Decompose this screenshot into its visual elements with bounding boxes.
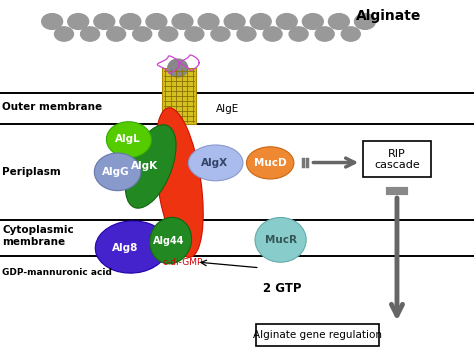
Circle shape	[211, 27, 230, 41]
Circle shape	[289, 27, 308, 41]
Ellipse shape	[150, 217, 191, 264]
Ellipse shape	[95, 221, 168, 273]
FancyBboxPatch shape	[363, 141, 431, 177]
Ellipse shape	[255, 218, 306, 262]
Text: c-di-GMP: c-di-GMP	[162, 257, 203, 267]
Circle shape	[328, 14, 349, 29]
Circle shape	[133, 27, 152, 41]
Text: AlgK: AlgK	[131, 161, 158, 171]
Circle shape	[107, 27, 126, 41]
Circle shape	[55, 27, 73, 41]
Circle shape	[341, 27, 360, 41]
Text: GDP-mannuronic acid: GDP-mannuronic acid	[2, 268, 112, 277]
Text: Alg8: Alg8	[112, 243, 139, 253]
Text: Alg44: Alg44	[153, 236, 184, 246]
Circle shape	[42, 14, 63, 29]
Text: 2 GTP: 2 GTP	[263, 282, 301, 295]
Text: Outer membrane: Outer membrane	[2, 102, 102, 112]
Text: Alginate: Alginate	[356, 9, 421, 23]
Text: RIP
cascade: RIP cascade	[374, 149, 420, 170]
Circle shape	[81, 27, 100, 41]
Ellipse shape	[94, 153, 141, 190]
FancyBboxPatch shape	[256, 324, 379, 346]
Text: AlgG: AlgG	[102, 167, 129, 177]
Circle shape	[263, 27, 282, 41]
Circle shape	[302, 14, 323, 29]
Text: MucD: MucD	[254, 158, 286, 168]
Text: AlgE: AlgE	[216, 104, 239, 114]
Text: AlgL: AlgL	[115, 134, 141, 144]
Circle shape	[237, 27, 256, 41]
Circle shape	[185, 27, 204, 41]
Text: Periplasm: Periplasm	[2, 167, 61, 177]
Ellipse shape	[168, 59, 188, 77]
Text: Alginate gene regulation: Alginate gene regulation	[253, 330, 382, 340]
Circle shape	[250, 14, 271, 29]
Circle shape	[159, 27, 178, 41]
Ellipse shape	[246, 147, 294, 179]
Circle shape	[172, 14, 193, 29]
Circle shape	[315, 27, 334, 41]
Text: AlgX: AlgX	[201, 158, 228, 168]
Ellipse shape	[155, 108, 203, 257]
Text: Cytoplasmic
membrane: Cytoplasmic membrane	[2, 226, 74, 247]
Circle shape	[68, 14, 89, 29]
Circle shape	[276, 14, 297, 29]
Circle shape	[146, 14, 167, 29]
Circle shape	[224, 14, 245, 29]
Ellipse shape	[106, 122, 152, 158]
FancyBboxPatch shape	[162, 68, 196, 124]
Circle shape	[355, 14, 375, 29]
Ellipse shape	[126, 125, 176, 208]
Circle shape	[120, 14, 141, 29]
Circle shape	[198, 14, 219, 29]
Text: MucR: MucR	[264, 235, 297, 245]
Ellipse shape	[189, 145, 243, 181]
Circle shape	[94, 14, 115, 29]
